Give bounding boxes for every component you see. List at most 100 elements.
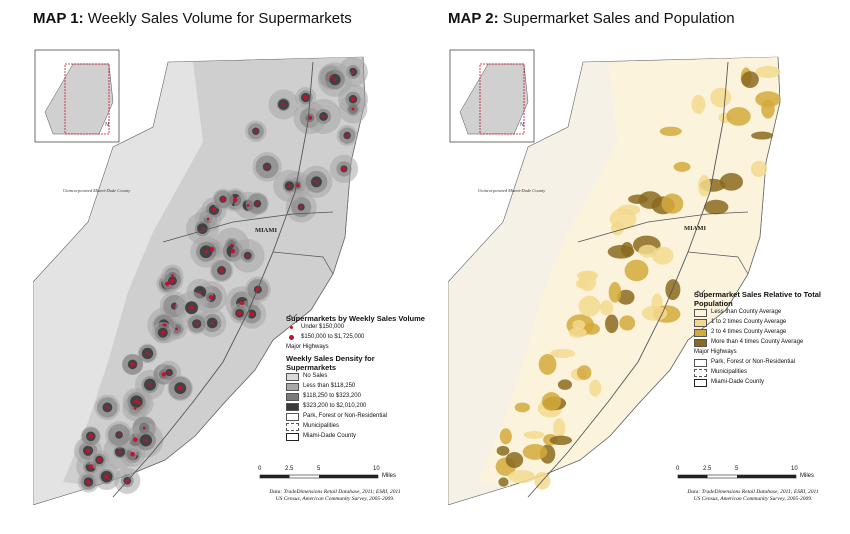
map1-supermarket-point[interactable] — [130, 451, 135, 457]
map1-supermarket-point[interactable] — [165, 281, 170, 286]
map1-supermarket-point[interactable] — [345, 134, 349, 137]
map1-supermarket-point[interactable] — [86, 479, 91, 485]
map1-supermarket-point[interactable] — [105, 405, 109, 409]
map1-supermarket-point[interactable] — [287, 184, 291, 188]
map1-supermarket-point[interactable] — [160, 330, 166, 335]
map1-supermarket-point[interactable] — [282, 103, 285, 106]
map2-legend-municipalities-label: Municipalities — [711, 369, 748, 376]
map1-supermarket-point[interactable] — [220, 197, 226, 202]
map1-supermarket-point[interactable] — [161, 372, 166, 377]
map1-source: Data: TradeDimensions Retail Database, 2… — [245, 489, 425, 502]
map1-supermarket-point[interactable] — [329, 75, 333, 79]
map1-supermarket-point[interactable] — [254, 129, 258, 133]
map1-supermarket-point[interactable] — [209, 247, 215, 252]
map1-supermarket-point[interactable] — [246, 254, 250, 258]
map1-supermarket-point[interactable] — [117, 433, 121, 437]
map1-supermarket-point[interactable] — [198, 290, 202, 294]
map2-highway-3 — [687, 251, 749, 275]
map1-supermarket-point[interactable] — [351, 107, 355, 111]
map1-supermarket-point[interactable] — [201, 227, 204, 230]
map1-supermarket-point[interactable] — [322, 115, 325, 118]
map1-label-miami: MIAMI — [255, 227, 277, 234]
map1-supermarket-point[interactable] — [133, 406, 137, 410]
map1-supermarket-point[interactable] — [239, 300, 245, 306]
map1-supermarket-point[interactable] — [219, 268, 224, 273]
map2-sales-area — [549, 435, 573, 446]
map1-supermarket-point[interactable] — [255, 202, 259, 206]
map2-scale-tick-3: 10 — [791, 466, 798, 472]
map1-supermarket-point[interactable] — [104, 474, 109, 479]
highway-line-icon — [286, 314, 297, 320]
map2-sales-area — [641, 305, 668, 321]
map1-supermarket-point[interactable] — [211, 207, 217, 213]
map1-supermarket-point[interactable] — [144, 438, 148, 442]
map1-supermarket-point[interactable] — [175, 327, 178, 331]
map1-supermarket-point[interactable] — [265, 165, 269, 169]
map2-source-line-2: US Census, American Community Survey, 20… — [693, 495, 813, 502]
map1-supermarket-point[interactable] — [148, 383, 152, 387]
map1-legend-density-1-label: Less than $118,250 — [303, 383, 356, 390]
map2-legend-park-label: Park, Forest or Non-Residential — [711, 359, 796, 366]
map1-legend-density-3: $323,200 to $2,010,200 — [286, 402, 426, 412]
map2-legend-municipalities: Municipalities — [694, 368, 844, 378]
map1-supermarket-point[interactable] — [351, 70, 355, 74]
map1-supermarket-point[interactable] — [210, 321, 214, 325]
map1-scale-tick-1: 2.5 — [285, 466, 294, 472]
map1-supermarket-point[interactable] — [230, 243, 234, 247]
map1-supermarket-point[interactable] — [171, 274, 174, 277]
map1-supermarket-point[interactable] — [167, 371, 171, 374]
map1-supermarket-point[interactable] — [350, 97, 356, 102]
map1-supermarket-point[interactable] — [85, 448, 91, 453]
map1-supermarket-point[interactable] — [142, 426, 146, 430]
map1-supermarket-point[interactable] — [118, 450, 122, 454]
map1-supermarket-point[interactable] — [173, 304, 176, 308]
map2-legend-title: Supermarket Sales Relative to Total Popu… — [694, 290, 821, 308]
map1-legend-highways-label: Major Highways — [286, 344, 329, 351]
map1-legend-municipalities-label: Municipalities — [303, 423, 340, 430]
map2-sales-area — [541, 392, 562, 411]
map1-supermarket-point[interactable] — [333, 78, 337, 82]
map1-supermarket-point[interactable] — [204, 250, 208, 254]
map2-panel[interactable]: N MIAMI Unincorporated Miami-Dade County… — [448, 42, 846, 505]
map2-sales-area — [578, 295, 601, 317]
map1-supermarket-point[interactable] — [170, 278, 175, 284]
map1-legend-point-small-label: Under $150,000 — [301, 324, 345, 331]
map1-supermarket-point[interactable] — [237, 311, 242, 316]
map2-sales-area — [750, 160, 768, 177]
map1-supermarket-point[interactable] — [138, 401, 141, 405]
map1-supermarket-point[interactable] — [162, 323, 166, 327]
map1-supermarket-point[interactable] — [189, 305, 194, 310]
map2-canvas[interactable]: N MIAMI Unincorporated Miami-Dade County — [448, 42, 846, 505]
map1-supermarket-point[interactable] — [88, 464, 93, 469]
map2-title-prefix: MAP 2: — [448, 10, 499, 27]
map2-sales-area — [576, 365, 592, 380]
map1-supermarket-point[interactable] — [341, 166, 347, 172]
map1-supermarket-point[interactable] — [134, 399, 139, 404]
map1-supermarket-point[interactable] — [178, 385, 183, 391]
map1-supermarket-point[interactable] — [303, 95, 308, 100]
map1-supermarket-point[interactable] — [230, 248, 236, 254]
map1-supermarket-point[interactable] — [195, 322, 199, 326]
map1-supermarket-point[interactable] — [206, 217, 210, 221]
map1-supermarket-point[interactable] — [208, 295, 214, 300]
map1-canvas[interactable]: N MIAMI Unincorporated Miami-Dade County — [33, 42, 431, 505]
map1-supermarket-point[interactable] — [315, 180, 318, 184]
map1-supermarket-point[interactable] — [146, 352, 149, 355]
map2-sales-area — [607, 244, 635, 259]
swatch-icon — [286, 393, 299, 401]
map1-highway-2 — [162, 211, 334, 243]
map1-panel[interactable]: N MIAMI Unincorporated Miami-Dade County… — [33, 42, 431, 505]
map2-sales-area — [605, 314, 619, 334]
map1-supermarket-point[interactable] — [97, 457, 102, 463]
map1-supermarket-point[interactable] — [246, 203, 250, 207]
map1-supermarket-point[interactable] — [130, 362, 135, 367]
map1-supermarket-point[interactable] — [88, 434, 93, 439]
map1-supermarket-point[interactable] — [133, 437, 138, 442]
map1-supermarket-point[interactable] — [232, 197, 238, 203]
map1-title: MAP 1: Weekly Sales Volume for Supermark… — [33, 10, 352, 27]
swatch-icon — [694, 379, 707, 387]
map1-supermarket-point[interactable] — [249, 311, 254, 317]
map1-legend-points-title: Supermarkets by Weekly Sales Volume — [286, 314, 425, 323]
map2-sales-area — [553, 418, 566, 439]
map1-supermarket-point[interactable] — [299, 205, 303, 209]
